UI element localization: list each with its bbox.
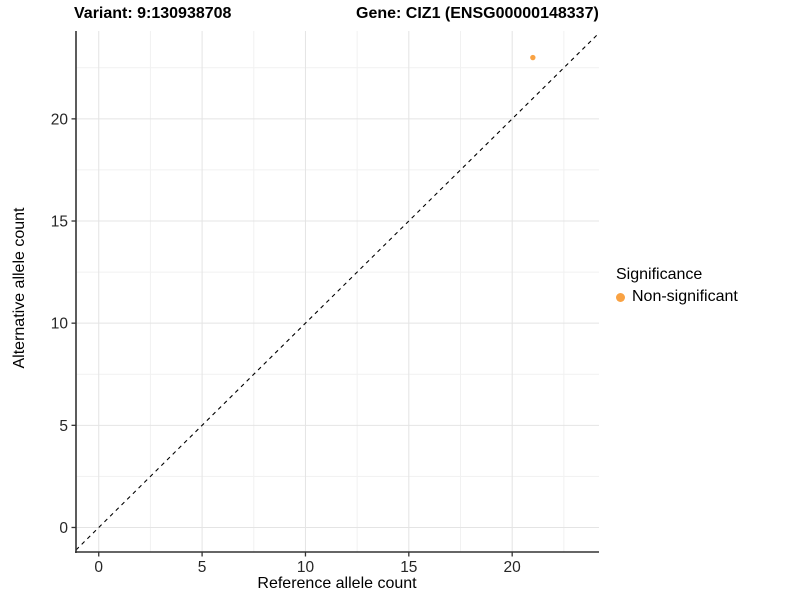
data-points: [530, 54, 536, 61]
x-tick-label: 0: [94, 559, 103, 576]
variant-title: Variant: 9:130938708: [74, 5, 232, 22]
axis-ticks: [71, 118, 513, 557]
legend-item-label: Non-significant: [632, 288, 738, 305]
y-tick-label: 20: [51, 111, 69, 128]
y-axis-title: Alternative allele count: [11, 207, 28, 369]
legend-dot-icon: [616, 292, 625, 302]
legend-title: Significance: [616, 266, 703, 283]
y-tick-label: 10: [51, 316, 69, 333]
identity-line: [75, 32, 600, 551]
major-gridlines: [76, 31, 599, 552]
gene-title: Gene: CIZ1 (ENSG00000148337): [356, 5, 599, 22]
x-axis-title: Reference allele count: [257, 575, 417, 592]
identity-reference-line: [75, 32, 600, 551]
legend-item: Non-significant: [616, 288, 738, 306]
y-tick-label: 0: [59, 520, 68, 537]
legend: Significance Non-significant: [616, 266, 738, 306]
x-tick-label: 10: [297, 559, 315, 576]
x-tick-label: 5: [198, 559, 207, 576]
y-tick-label: 5: [59, 418, 68, 435]
x-tick-label: 20: [504, 559, 522, 576]
minor-gridlines: [76, 31, 599, 552]
x-tick-label: 15: [400, 559, 417, 576]
axis-lines: [75, 31, 599, 553]
y-tick-label: 15: [51, 214, 68, 231]
axis-tick-labels: 0 5 10 15 20 0 5 10 15 20: [51, 111, 521, 576]
data-point: [530, 54, 536, 61]
